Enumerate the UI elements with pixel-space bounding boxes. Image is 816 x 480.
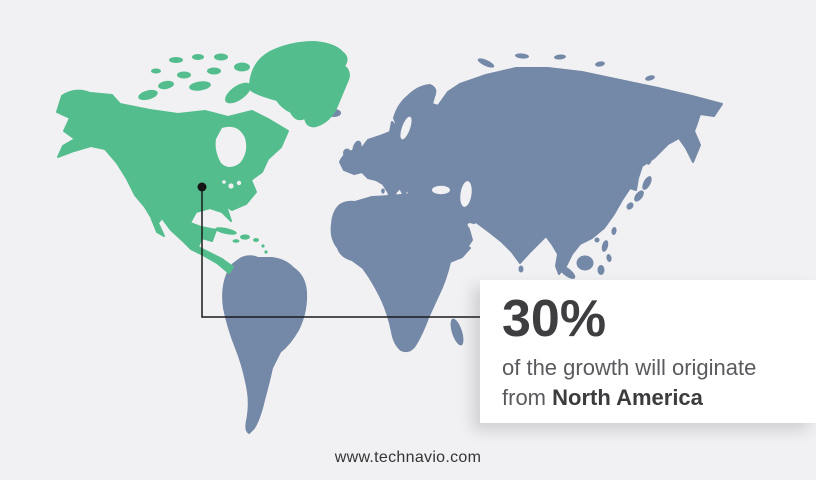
madagascar xyxy=(450,318,464,346)
stat-description-line2: from North America xyxy=(502,383,806,413)
stat-description: of the growth will originate from North … xyxy=(502,353,806,414)
stat-region-emphasis: North America xyxy=(552,385,703,411)
black-sea xyxy=(432,185,450,195)
region-africa xyxy=(330,193,471,353)
stat-callout-card: 30% of the growth will originate from No… xyxy=(480,280,816,423)
greenland xyxy=(248,41,350,128)
north-america-marker-dot xyxy=(197,182,207,192)
hudson-bay xyxy=(215,126,247,167)
caspian-sea xyxy=(460,181,472,207)
stat-description-line2-prefix: from xyxy=(502,385,553,411)
callout-connector-line xyxy=(201,191,500,318)
japan-islands xyxy=(642,176,652,190)
stat-value: 30% xyxy=(502,290,607,348)
region-north-america xyxy=(56,41,350,274)
baltic-sea xyxy=(400,116,412,140)
site-url: www.technavio.com xyxy=(334,449,482,466)
region-south-america xyxy=(222,255,308,434)
region-eurasia xyxy=(327,53,723,279)
stat-description-line1: of the growth will originate xyxy=(502,355,757,381)
persian-gulf xyxy=(467,223,479,231)
caribbean-islands xyxy=(215,227,237,235)
